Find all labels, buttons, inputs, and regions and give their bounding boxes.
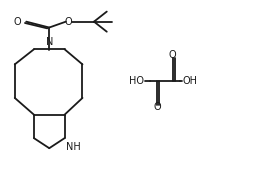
Text: O: O bbox=[14, 17, 21, 27]
Text: OH: OH bbox=[183, 76, 198, 86]
Text: NH: NH bbox=[66, 142, 81, 152]
Text: N: N bbox=[45, 37, 53, 47]
Text: O: O bbox=[65, 17, 72, 27]
Text: O: O bbox=[169, 50, 177, 60]
Text: HO: HO bbox=[129, 76, 144, 86]
Text: O: O bbox=[153, 102, 161, 112]
